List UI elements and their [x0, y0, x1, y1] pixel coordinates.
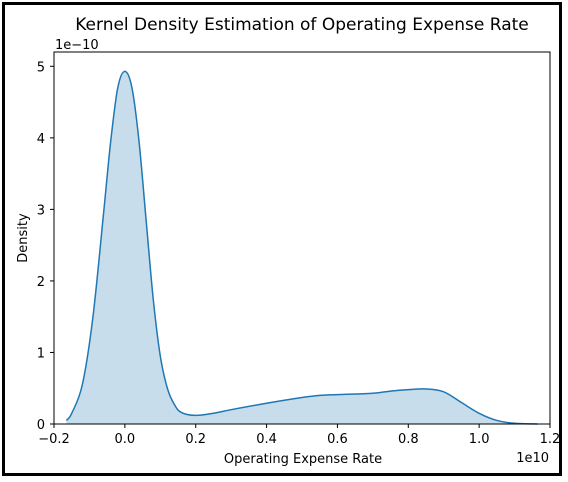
x-tick-label: 0.4 [256, 432, 277, 447]
y-tick-label: 4 [37, 132, 45, 147]
y-tick-label: 2 [37, 275, 45, 290]
x-tick-label: 0.2 [185, 432, 206, 447]
chart-title: Kernel Density Estimation of Operating E… [75, 15, 529, 35]
y-axis-ticks: 0 1 2 3 4 5 [37, 60, 54, 433]
kde-fill-area [66, 71, 538, 424]
x-tick-label: 0.0 [115, 432, 136, 447]
x-tick-label: −0.2 [38, 432, 70, 447]
y-offset-label: 1e−10 [55, 38, 99, 53]
y-tick-label: 1 [37, 346, 45, 361]
y-tick-label: 5 [37, 60, 45, 75]
x-axis-label: Operating Expense Rate [224, 452, 382, 467]
x-tick-label: 0.6 [327, 432, 348, 447]
x-offset-label: 1e10 [516, 451, 549, 466]
plot-area [53, 51, 551, 425]
kde-line [65, 70, 538, 425]
y-axis-label: Density [16, 213, 31, 263]
x-axis-ticks: −0.2 0.0 0.2 0.4 0.6 0.8 1.0 1.2 [38, 424, 560, 447]
x-tick-label: 0.8 [398, 432, 419, 447]
chart-frame [2, 2, 562, 476]
y-tick-label: 3 [37, 203, 45, 218]
y-tick-label: 0 [37, 418, 45, 433]
x-tick-label: 1.0 [469, 432, 490, 447]
x-tick-label: 1.2 [540, 432, 561, 447]
